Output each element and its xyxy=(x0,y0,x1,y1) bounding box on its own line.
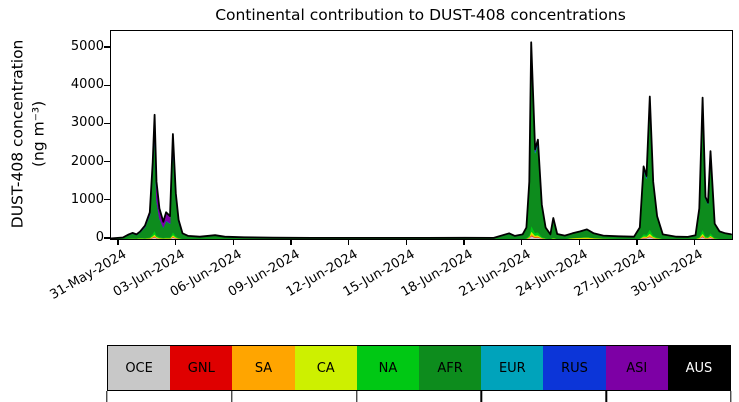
x-tick-mark xyxy=(175,239,177,245)
y-tick-label: 4000 xyxy=(70,77,104,93)
legend-label-ASI: ASI xyxy=(626,360,648,376)
legend-label-AUS: AUS xyxy=(685,360,713,376)
legend-tick-mark xyxy=(231,390,233,402)
y-tick-mark xyxy=(104,84,110,86)
x-tick-mark xyxy=(117,239,119,245)
y-tick-mark xyxy=(104,160,110,163)
legend-cell-EUR: EUR xyxy=(481,346,544,390)
x-tick-mark xyxy=(405,239,407,245)
legend-cell-SA: SA xyxy=(232,346,295,390)
legend-tick-mark xyxy=(730,390,732,402)
x-tick-mark xyxy=(463,239,465,245)
legend-label-GNL: GNL xyxy=(187,360,215,376)
y-tick-mark xyxy=(104,237,110,239)
legend-cell-OCE: OCE xyxy=(108,346,171,390)
y-tick-label: 5000 xyxy=(70,39,104,54)
plot-area xyxy=(110,30,733,240)
x-tick-mark xyxy=(290,239,292,245)
area-ASI xyxy=(111,43,732,239)
legend-label-OCE: OCE xyxy=(125,360,153,376)
legend-cell-ASI: ASI xyxy=(605,346,668,390)
legend-tick-mark xyxy=(605,390,607,402)
legend-label-CA: CA xyxy=(316,360,335,376)
legend-tick-marks xyxy=(106,390,732,402)
legend-cell-NA: NA xyxy=(356,346,420,390)
legend-tick-mark xyxy=(355,390,358,402)
chart-title: Continental contribution to DUST-408 con… xyxy=(215,6,626,24)
y-tick-label: 1000 xyxy=(70,191,104,207)
area-AUS xyxy=(111,42,732,239)
y-tick-label: 0 xyxy=(95,230,104,245)
y-tick-label: 2000 xyxy=(70,153,104,169)
x-tick-mark xyxy=(578,239,580,245)
legend-label-NA: NA xyxy=(378,360,398,376)
legend-label-RUS: RUS xyxy=(561,360,588,376)
legend-label-SA: SA xyxy=(254,360,273,376)
total-outline xyxy=(111,41,732,239)
x-tick-mark xyxy=(693,239,696,245)
x-tick-mark xyxy=(636,239,638,245)
x-tick-mark xyxy=(520,239,523,245)
legend-label-EUR: EUR xyxy=(498,360,526,376)
area-RUS xyxy=(111,46,732,239)
legend-label-AFR: AFR xyxy=(437,360,463,376)
legend-cell-RUS: RUS xyxy=(543,346,606,390)
y-tick-mark xyxy=(104,199,110,201)
stacked-area-svg xyxy=(111,41,732,239)
y-axis-label-line1: DUST-408 concentration xyxy=(8,39,27,229)
legend-tick-mark xyxy=(480,390,483,402)
legend-cell-CA: CA xyxy=(294,346,357,390)
legend-cell-AFR: AFR xyxy=(419,346,482,390)
y-tick-label: 3000 xyxy=(70,115,104,131)
x-tick-mark xyxy=(232,239,235,245)
area-EUR xyxy=(111,48,732,239)
continent-legend: OCE GNL SA CA NA AFR EUR RUS ASI AUS xyxy=(107,345,731,391)
legend-tick-mark xyxy=(106,390,108,402)
area-AFR xyxy=(111,50,732,239)
legend-cell-GNL: GNL xyxy=(170,346,233,390)
legend-cell-AUS: AUS xyxy=(667,346,731,390)
y-axis-label: DUST-408 concentration (ng m⁻³) xyxy=(7,40,49,229)
x-tick-mark xyxy=(347,239,350,245)
y-tick-mark xyxy=(104,122,110,125)
y-tick-mark xyxy=(104,46,110,48)
